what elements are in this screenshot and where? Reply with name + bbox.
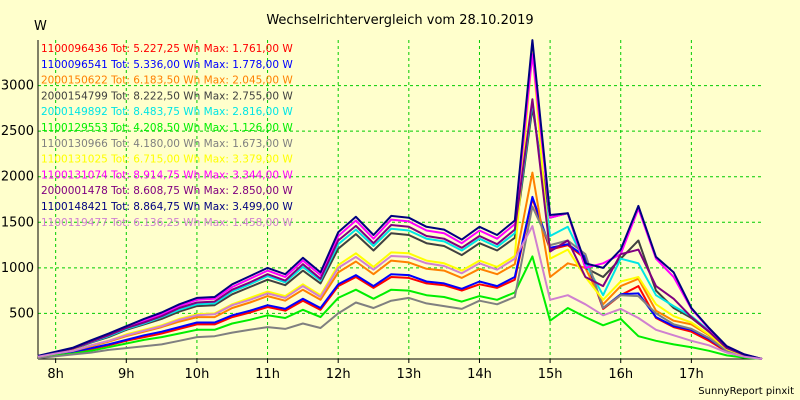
series-lines <box>37 39 763 360</box>
y-tick-label: 500 <box>9 306 34 321</box>
x-tick-labels: 8h 9h 10h 11h 12h 13h 14h 15h 16h 17h <box>47 367 703 382</box>
x-tick-label: 17h <box>679 367 704 382</box>
legend-entry-2000149892: 2000149892 Tot: 8.483,75 Wh Max: 2.816,0… <box>41 106 293 118</box>
x-tick-label: 15h <box>538 367 563 382</box>
x-tick-label: 16h <box>608 367 633 382</box>
series-line-1100096541 <box>37 195 763 360</box>
series-line-1100119477 <box>37 225 763 360</box>
legend-entry-1100096436: 1100096436 Tot: 5.227,25 Wh Max: 1.761,0… <box>41 43 293 55</box>
x-tick-label: 9h <box>118 367 135 382</box>
legend-entry-1100096541: 1100096541 Tot: 5.336,00 Wh Max: 1.778,0… <box>41 59 293 71</box>
y-tick-label: 3000 <box>1 79 34 94</box>
legend-entry-1100129553: 1100129553 Tot: 4.208,50 Wh Max: 1.126,0… <box>41 122 293 134</box>
legend-entry-1100148421: 1100148421 Tot: 8.864,75 Wh Max: 3.499,0… <box>41 201 293 213</box>
series-line-2000154799 <box>37 106 763 360</box>
axes <box>37 40 762 363</box>
legend-entry-1100131074: 1100131074 Tot: 8.914,75 Wh Max: 3.344,0… <box>41 169 293 181</box>
y-tick-label: 1000 <box>1 261 34 276</box>
x-tick-label: 10h <box>185 367 210 382</box>
legend-entry-1100131025: 1100131025 Tot: 6.715,00 Wh Max: 3.379,0… <box>41 154 293 166</box>
legend-entry-1100119477: 1100119477 Tot: 6.136,25 Wh Max: 1.458,0… <box>41 217 293 229</box>
legend-entry-2000001478: 2000001478 Tot: 8.608,75 Wh Max: 2.850,0… <box>41 185 293 197</box>
y-tick-labels: 500 1000 1500 2000 2500 3000 <box>1 79 34 322</box>
series-line-2000001478 <box>37 98 763 360</box>
series-line-1100096436 <box>37 197 763 360</box>
x-tick-label: 8h <box>47 367 64 382</box>
legend-entry-2000154799: 2000154799 Tot: 8.222,50 Wh Max: 2.755,0… <box>41 90 293 102</box>
legend-entry-2000150622: 2000150622 Tot: 6.183,50 Wh Max: 2.045,0… <box>41 75 293 87</box>
x-tick-label: 14h <box>467 367 492 382</box>
series-line-1100129553 <box>37 255 763 360</box>
y-axis-label: W <box>34 19 47 34</box>
x-tick-label: 11h <box>255 367 280 382</box>
x-tick-label: 12h <box>326 367 351 382</box>
series-line-1100130966 <box>37 205 763 360</box>
series-line-1100148421 <box>37 39 763 360</box>
chart-title: Wechselrichtervergleich vom 28.10.2019 <box>266 13 533 28</box>
footer-credit: SunnyReport pinxit <box>698 386 794 397</box>
y-tick-label: 2500 <box>1 124 34 139</box>
x-tick-label: 13h <box>396 367 421 382</box>
y-tick-label: 1500 <box>1 215 34 230</box>
legend-entry-1100130966: 1100130966 Tot: 4.180,00 Wh Max: 1.673,0… <box>41 138 293 150</box>
legend: 1100096436 Tot: 5.227,25 Wh Max: 1.761,0… <box>41 43 293 229</box>
y-tick-label: 2000 <box>1 170 34 185</box>
